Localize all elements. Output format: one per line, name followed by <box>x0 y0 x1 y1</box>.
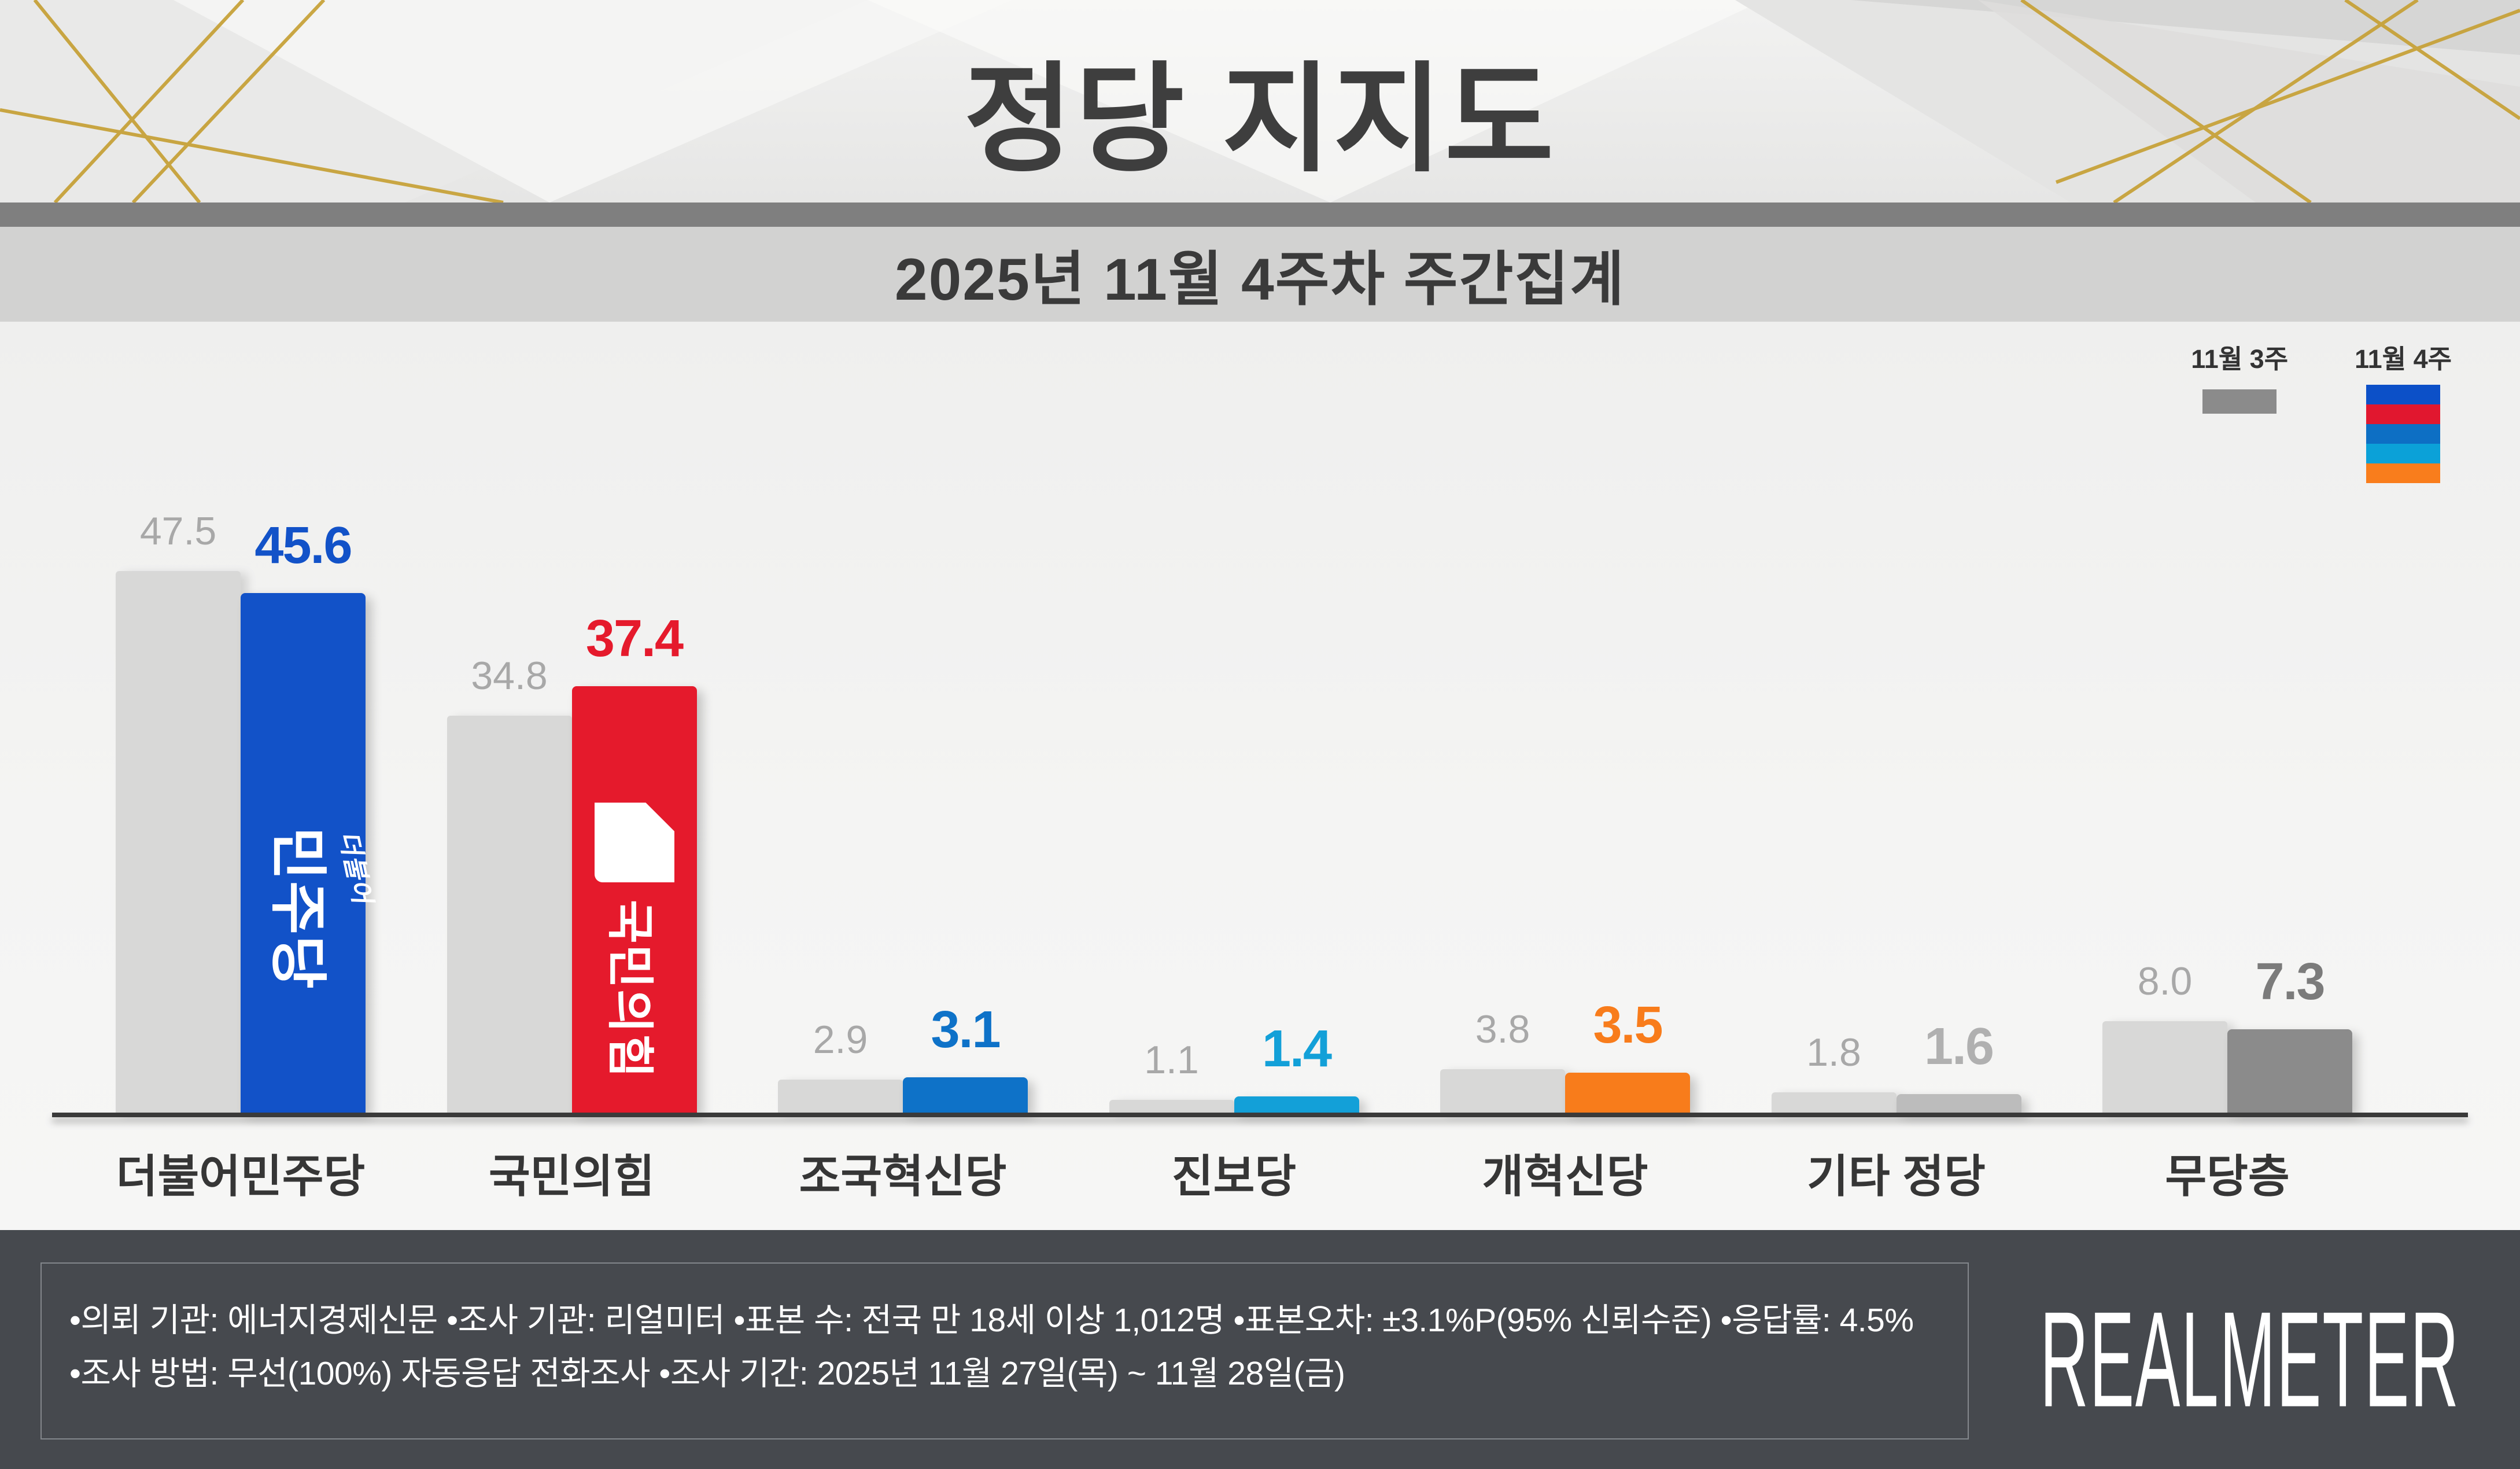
previous-week-value: 8.0 <box>2137 959 2193 1004</box>
current-week-bar: 3.1 <box>903 1001 1028 1113</box>
subtitle-band: 2025년 11월 4주차 주간집계 <box>0 227 2520 322</box>
bar-group: 34.8 37.4 국민의힘 국민의힘 <box>447 610 697 1202</box>
current-week-value: 3.5 <box>1593 996 1663 1055</box>
previous-week-bar: 8.0 <box>2102 959 2227 1113</box>
chart-subtitle: 2025년 11월 4주차 주간집계 <box>894 246 1626 312</box>
survey-info-line-2: •조사 방법: 무선(100%) 자동응답 전화조사 •조사 기간: 2025년… <box>69 1355 1345 1393</box>
current-week-bar: 3.5 <box>1565 996 1690 1113</box>
bar-group: 8.0 7.3 무당층 <box>2102 953 2352 1202</box>
previous-week-value: 1.1 <box>1144 1038 1199 1083</box>
header-decoration <box>0 0 2520 203</box>
previous-week-bar: 2.9 <box>778 1018 903 1113</box>
current-week-value: 1.6 <box>1924 1018 1994 1076</box>
current-week-value: 7.3 <box>2255 953 2325 1011</box>
ppp-speech-bubble-icon <box>595 802 674 882</box>
legend-item-current-week: 11월 4주 <box>2355 338 2452 483</box>
category-label: 조국혁신당 <box>799 1151 1007 1202</box>
bar-groups: 47.5 45.6 민주당 더불어 더불어민주당 34.8 37.4 국민의힘 국민의힘 2.9 3… <box>116 476 2352 1202</box>
previous-week-value: 2.9 <box>813 1017 868 1062</box>
current-week-value: 3.1 <box>931 1000 1001 1059</box>
bar-group: 1.8 1.6 기타 정당 <box>1771 1018 2021 1202</box>
footer: •의뢰 기관: 에너지경제신문 •조사 기관: 리얼미터 •표본 수: 전국 만… <box>0 1230 2520 1469</box>
current-week-value: 45.6 <box>254 516 352 575</box>
previous-week-value: 34.8 <box>471 654 548 698</box>
legend-item-previous-week: 11월 3주 <box>2191 338 2288 414</box>
bar-group: 3.8 3.5 개혁신당 <box>1440 996 1690 1202</box>
legend: 11월 3주 11월 4주 <box>2191 338 2452 483</box>
party-logo-script-text: 더불어 <box>333 828 377 907</box>
previous-week-value: 3.8 <box>1475 1007 1530 1052</box>
previous-week-bar: 1.1 <box>1109 1038 1234 1113</box>
legend-stripe <box>2366 463 2441 483</box>
legend-stripe <box>2366 424 2441 444</box>
current-week-bar: 1.4 <box>1234 1020 1359 1113</box>
current-week-value: 1.4 <box>1261 1020 1332 1078</box>
current-week-value: 37.4 <box>585 610 684 668</box>
legend-previous-swatch <box>2202 389 2277 414</box>
current-week-bar: 37.4 국민의힘 <box>571 610 697 1113</box>
category-label: 더불어민주당 <box>116 1151 366 1202</box>
current-week-bar: 1.6 <box>1896 1018 2021 1113</box>
bar-group: 1.1 1.4 진보당 <box>1109 1020 1359 1202</box>
legend-current-label: 11월 4주 <box>2355 344 2452 374</box>
previous-week-bar: 3.8 <box>1440 1007 1565 1113</box>
previous-week-value: 1.8 <box>1806 1030 1861 1074</box>
democratic-party-logo: 민주당 더불어 <box>261 827 377 990</box>
previous-week-bar: 34.8 <box>447 654 572 1113</box>
category-label: 진보당 <box>1171 1151 1297 1202</box>
legend-stripe <box>2366 385 2441 404</box>
survey-info-box: •의뢰 기관: 에너지경제신문 •조사 기관: 리얼미터 •표본 수: 전국 만… <box>40 1262 1969 1439</box>
header-banner: 정당 지지도 <box>0 0 2520 203</box>
survey-info-line-1: •의뢰 기관: 에너지경제신문 •조사 기관: 리얼미터 •표본 수: 전국 만… <box>69 1302 1914 1339</box>
party-logo-text: 국민의힘 <box>603 900 656 1080</box>
category-label: 기타 정당 <box>1807 1151 1986 1202</box>
legend-stripe <box>2366 444 2441 463</box>
category-label: 무당층 <box>2165 1151 2290 1202</box>
bar-group: 2.9 3.1 조국혁신당 <box>778 1001 1028 1202</box>
page-title: 정당 지지도 <box>964 53 1556 186</box>
previous-week-bar: 47.5 <box>116 509 241 1113</box>
x-axis-line <box>52 1113 2468 1117</box>
legend-previous-label: 11월 3주 <box>2191 344 2289 374</box>
category-label: 국민의힘 <box>488 1151 655 1202</box>
previous-week-bar: 1.8 <box>1771 1030 1897 1113</box>
ppp-party-logo: 국민의힘 <box>595 802 674 1079</box>
legend-current-swatch-stack <box>2366 385 2441 483</box>
legend-stripe <box>2366 404 2441 424</box>
current-week-bar: 45.6 민주당 더불어 <box>241 517 377 1113</box>
current-week-bar: 7.3 <box>2227 953 2352 1113</box>
realmeter-logo: REALMETER <box>2040 1283 2460 1435</box>
divider-band <box>0 203 2520 227</box>
previous-week-value: 47.5 <box>139 509 217 554</box>
category-label: 개혁신당 <box>1482 1151 1648 1202</box>
party-logo-text: 민주당 더불어 <box>261 827 377 990</box>
